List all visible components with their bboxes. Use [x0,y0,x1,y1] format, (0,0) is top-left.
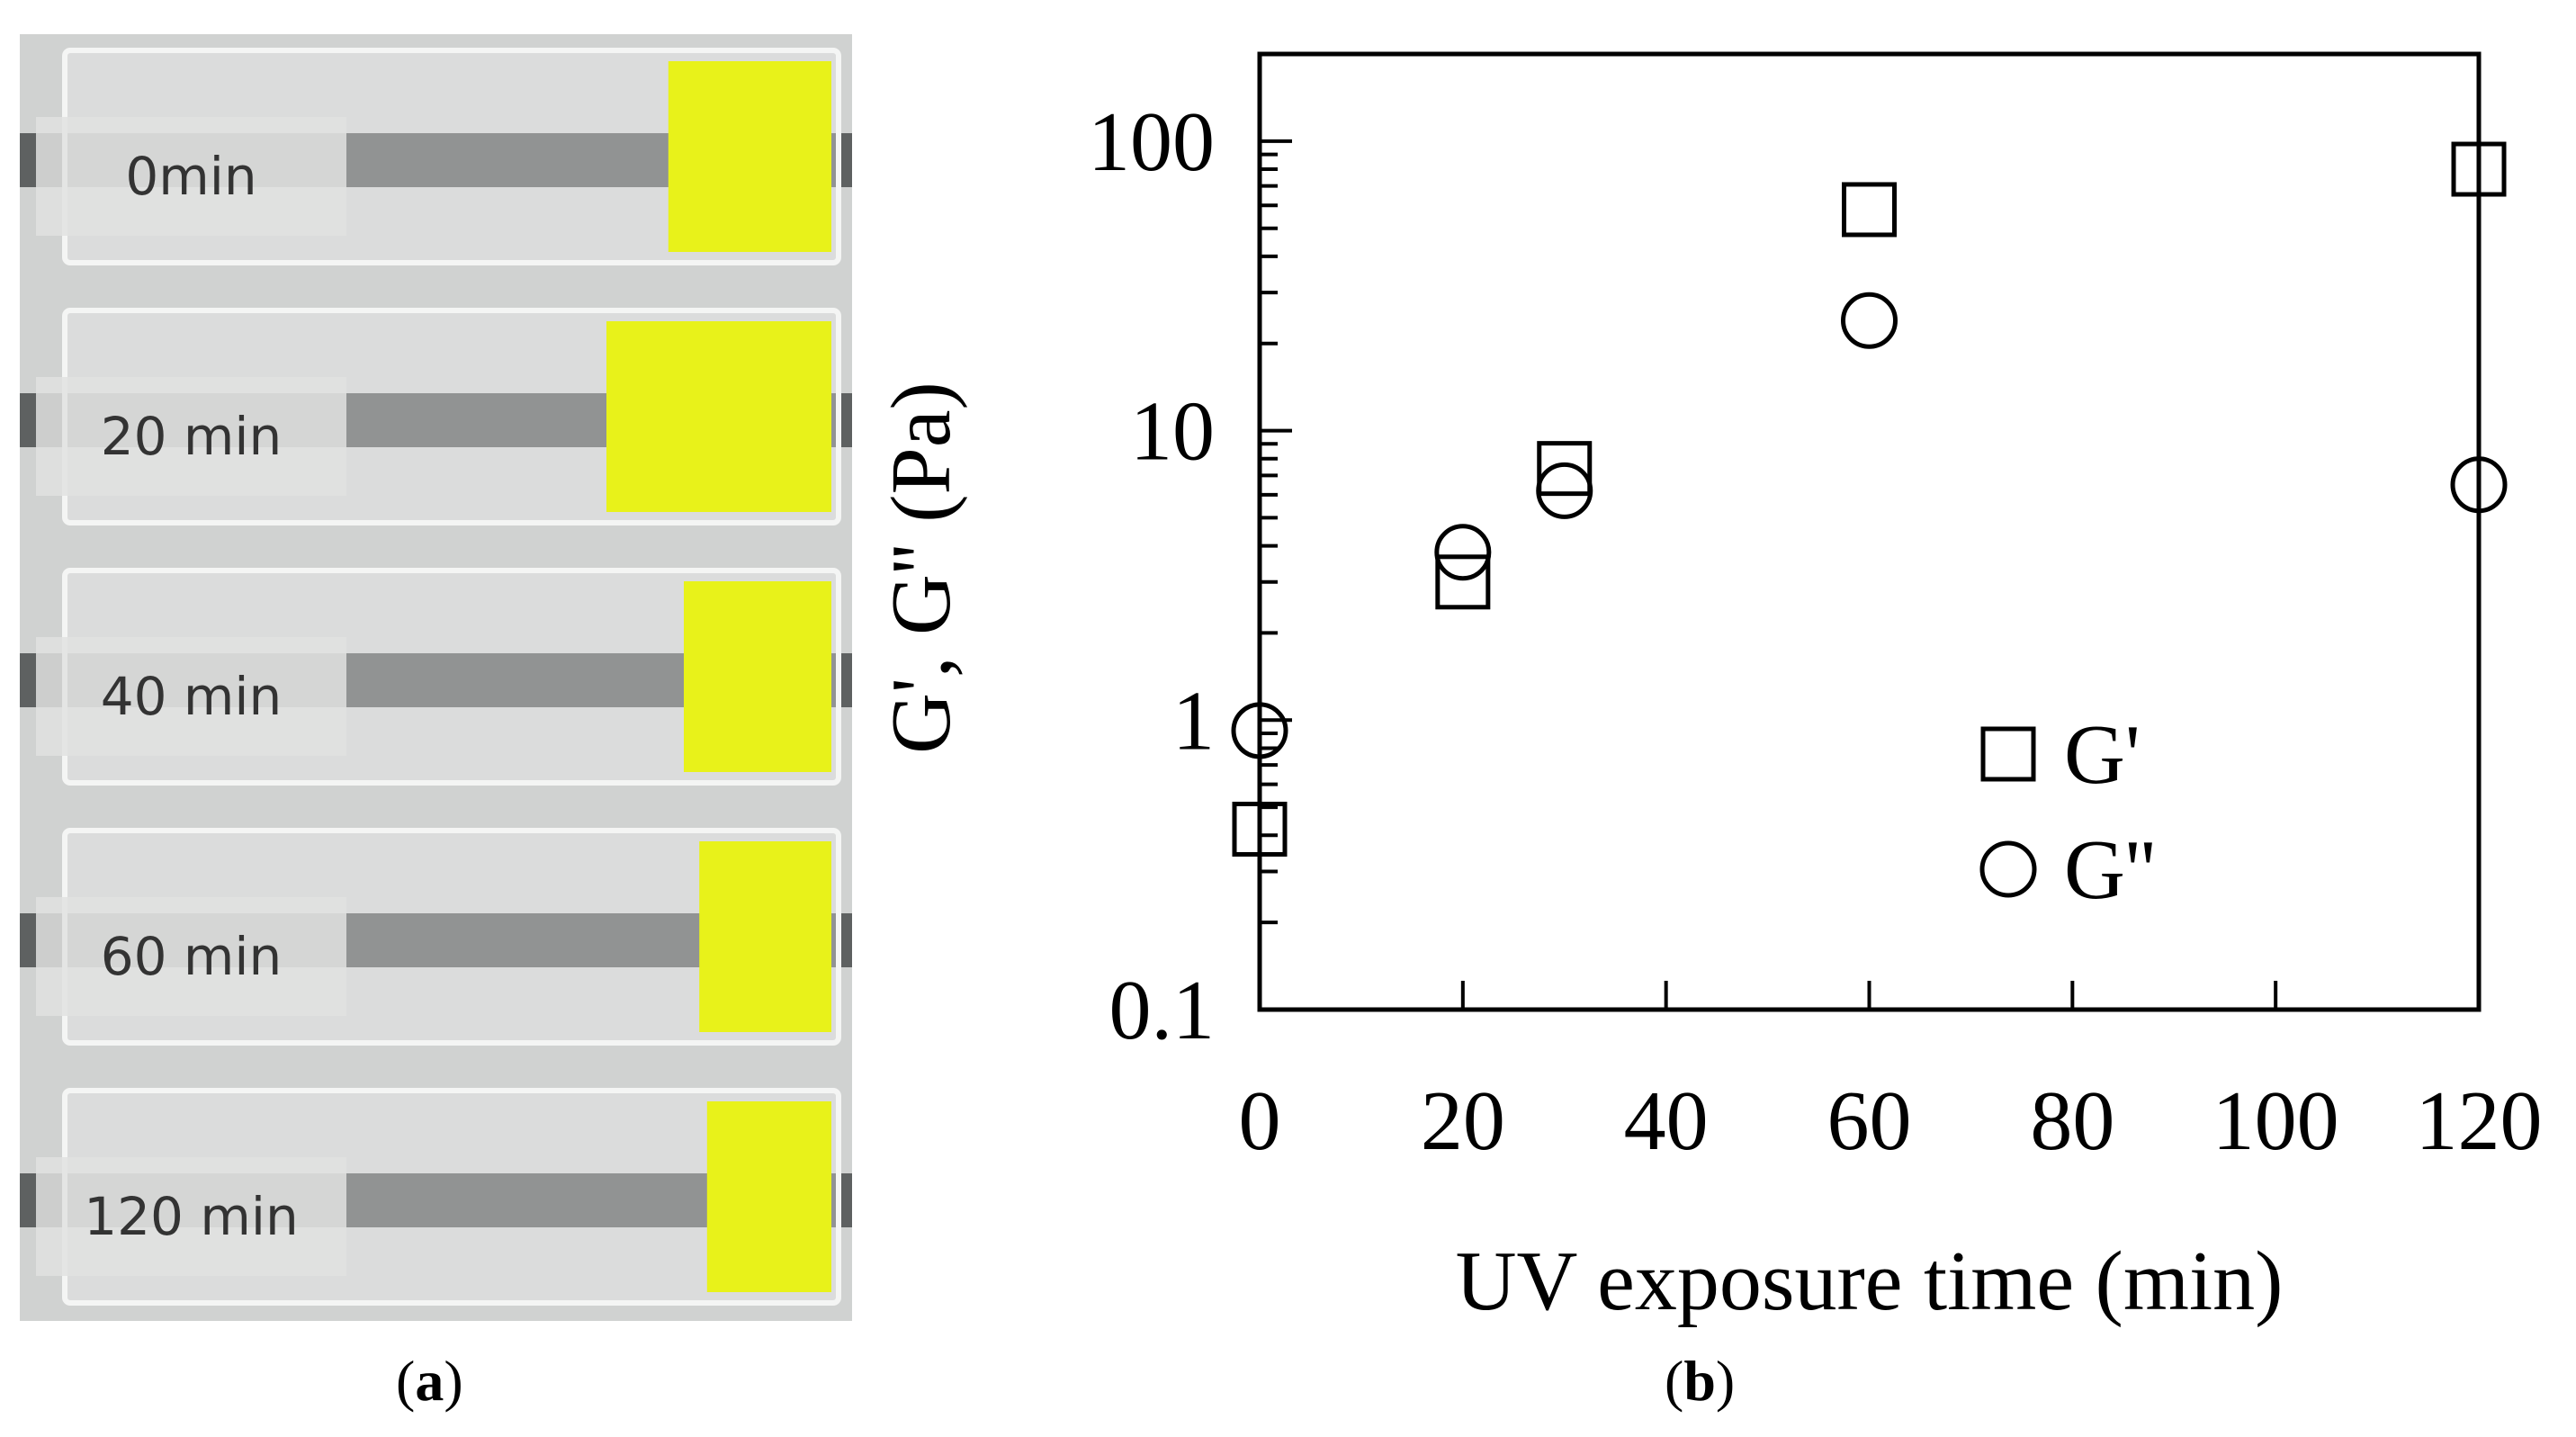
g-double-prime-point [1841,292,1898,349]
vial-photo: 60 min [20,814,852,1059]
vial-photo-panel: 0min 20 min 40 min 60 min 120 min [20,34,852,1321]
caption-a: (a) [396,1349,463,1413]
yellow-gel [699,841,831,1032]
vial-photo: 20 min [20,294,852,539]
vial-photo: 0min [20,34,852,279]
x-tick-label: 100 [2212,1074,2339,1168]
y-tick-label: 0.1 [1109,964,1216,1057]
x-tick-label: 20 [1421,1074,1505,1168]
g-double-prime-point [1434,524,1492,581]
plot-frame [1257,51,2482,1012]
vial-time-label: 20 min [36,377,346,496]
vial-photo: 40 min [20,554,852,799]
g-double-prime-point [1231,702,1288,759]
g-prime-point [2451,141,2507,197]
g-prime-point [1435,554,1491,610]
g-double-prime-point [1536,462,1593,519]
g-prime-point [1537,441,1593,497]
vial-time-label: 120 min [36,1157,346,1276]
vial-photo: 120 min [20,1074,852,1319]
x-tick-label: 120 [2416,1074,2543,1168]
y-tick-label: 1 [1172,674,1215,768]
vial-time-label: 40 min [36,637,346,756]
yellow-gel [606,321,831,512]
x-tick-label: 60 [1827,1074,1912,1168]
g-double-prime-point [2450,456,2508,514]
vial-time-label: 60 min [36,897,346,1016]
legend-marker [1979,840,2037,898]
yellow-gel [684,581,831,772]
x-tick-label: 0 [1239,1074,1281,1168]
legend-label: G' [2064,708,2141,802]
g-prime-point [1842,182,1897,238]
g-prime-point [1232,801,1288,857]
legend-label: G'' [2064,823,2156,917]
y-axis-title: G', G'' (Pa) [875,382,968,754]
caption-b: (b) [1665,1349,1736,1413]
yellow-gel [706,1101,831,1292]
x-axis-title: UV exposure time (min) [1456,1235,2284,1328]
yellow-gel [668,61,831,252]
y-tick-label: 10 [1130,385,1215,479]
x-tick-label: 40 [1624,1074,1709,1168]
vial-time-label: 0min [36,117,346,236]
y-tick-label: 100 [1088,95,1215,189]
legend-marker [1980,726,2036,782]
x-tick-label: 80 [2030,1074,2114,1168]
